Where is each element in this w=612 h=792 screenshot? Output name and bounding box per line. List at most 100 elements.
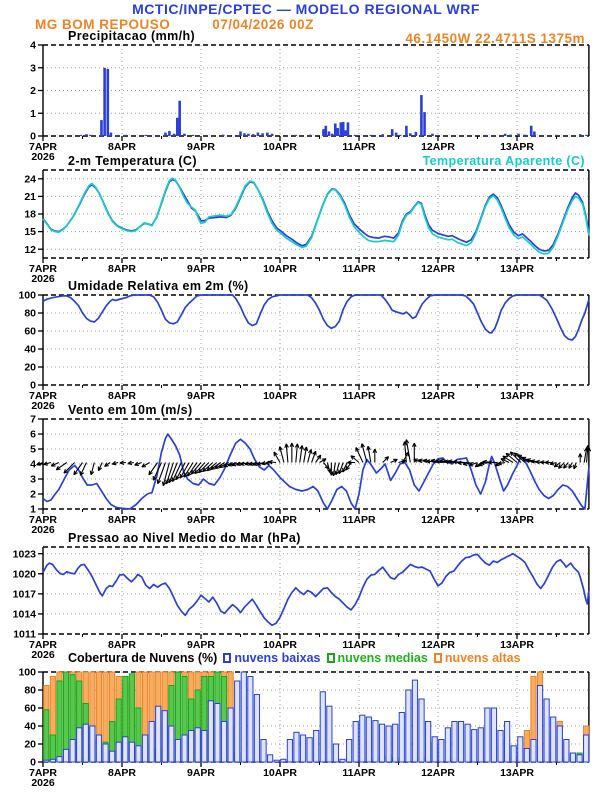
precip-bar bbox=[251, 134, 255, 136]
y-tick-label: 100 bbox=[18, 290, 36, 302]
precip-bar bbox=[409, 133, 412, 136]
x-tick-label: 9APR bbox=[187, 141, 215, 153]
precip-chart: 0 1 2 3 4 7APR 8APR 9APR 10APR 11APR 12APR 13APR 202… bbox=[29, 40, 590, 163]
y-tick-label: 4 bbox=[30, 459, 36, 471]
x-tick-label: 13APR bbox=[500, 263, 534, 275]
wind-arrow-shaft bbox=[187, 462, 198, 477]
cloud-bar bbox=[89, 725, 96, 763]
pres-line-0 bbox=[42, 552, 590, 627]
cloud-bar bbox=[227, 707, 234, 763]
precip-bar bbox=[239, 131, 242, 136]
wind-arrow-head bbox=[80, 472, 84, 476]
y-tick-label: 3 bbox=[30, 474, 36, 486]
legend-label-baixas: nuvens baixas bbox=[234, 651, 321, 665]
wind-arrow-head bbox=[183, 474, 188, 478]
cloud-bar bbox=[569, 752, 577, 763]
wind-arrow-head bbox=[430, 459, 435, 464]
wind-arrow-shaft bbox=[342, 462, 348, 473]
cloud-bar bbox=[102, 743, 109, 763]
cloud-bar bbox=[122, 736, 129, 763]
precip-bar bbox=[270, 133, 274, 136]
cloud-bar bbox=[530, 739, 537, 763]
humidity-title: Umidade Relativa em 2m (%) bbox=[68, 279, 249, 293]
x-tick-label: 8APR bbox=[108, 390, 136, 402]
cloud-bar bbox=[352, 721, 359, 763]
cloud-bar bbox=[444, 727, 451, 763]
wind-arrow-head bbox=[162, 482, 167, 487]
wind-arrow-head bbox=[308, 449, 312, 454]
wind-arrow-shaft bbox=[405, 439, 411, 463]
precip-bar bbox=[341, 121, 345, 136]
wind-arrow-head bbox=[586, 447, 590, 452]
cloud-bar bbox=[563, 739, 570, 763]
precip-bar bbox=[89, 134, 92, 136]
x-tick-label: 9APR bbox=[187, 639, 215, 651]
pressure-title: Pressao ao Nivel Medio do Mar (hPa) bbox=[68, 531, 301, 545]
run-datetime: 07/04/2026 00Z bbox=[212, 17, 314, 32]
cloud-bar bbox=[313, 730, 320, 763]
wind-arrow-shaft bbox=[219, 462, 229, 468]
y-tick-label: 20 bbox=[24, 362, 36, 374]
x-tick-label: 7APR bbox=[29, 514, 57, 526]
wind-speed-line bbox=[42, 433, 590, 510]
wind-arrow-head bbox=[554, 465, 559, 468]
precip-bar bbox=[79, 134, 83, 136]
wind-arrow-shaft bbox=[299, 445, 303, 463]
x-tick-label: 9APR bbox=[187, 514, 215, 526]
wind-arrow-head bbox=[526, 458, 531, 463]
precip-bar bbox=[247, 133, 250, 136]
cloud-bar bbox=[471, 729, 478, 763]
precip-bar bbox=[168, 130, 171, 136]
y-tick-label: 100 bbox=[18, 667, 36, 679]
x-tick-label: 10APR bbox=[263, 514, 297, 526]
x-tick-label: 11APR bbox=[342, 390, 376, 402]
wind-arrow-shaft bbox=[273, 451, 281, 463]
y-tick-label: 24 bbox=[24, 173, 36, 185]
cloud-bar bbox=[523, 748, 530, 763]
x-tick-label: 11APR bbox=[342, 263, 376, 275]
wind-arrow-shaft bbox=[97, 462, 103, 471]
cloud-bar bbox=[517, 736, 524, 763]
x-tick-label: 9APR bbox=[187, 390, 215, 402]
x-tick-label: 8APR bbox=[108, 514, 136, 526]
cloud-bar bbox=[536, 685, 544, 763]
y-tick-label: 15 bbox=[24, 226, 36, 238]
cloud-bar bbox=[398, 712, 405, 763]
wind-arrow-head bbox=[480, 462, 485, 466]
wind-arrow-shaft bbox=[165, 462, 174, 485]
x-tick-label: 8APR bbox=[108, 639, 136, 651]
y-tick-label: 12 bbox=[24, 244, 36, 256]
precip-bar bbox=[555, 134, 558, 136]
cloud-bar bbox=[359, 714, 366, 763]
wind-arrow-head bbox=[412, 442, 415, 448]
temp-line-1 bbox=[42, 177, 590, 255]
wind-arrow-head bbox=[215, 467, 220, 470]
wind-arrow-shaft bbox=[404, 441, 407, 463]
wind-arrow-shaft bbox=[183, 462, 194, 478]
wind-arrow-shaft bbox=[210, 462, 222, 470]
cloud-bar bbox=[346, 739, 353, 763]
wind-arrow-head bbox=[563, 465, 568, 469]
y-tick-label: 0 bbox=[30, 380, 36, 392]
x-tick-label: 10APR bbox=[263, 390, 297, 402]
wind-arrow-head bbox=[90, 471, 95, 476]
y-tick-label: 18 bbox=[24, 209, 36, 221]
wind-arrow-head bbox=[509, 451, 513, 457]
x-tick-label: 8APR bbox=[108, 767, 136, 779]
wind-arrow-head bbox=[303, 446, 307, 451]
wind-arrow-shaft bbox=[90, 462, 95, 475]
precip-bar bbox=[353, 134, 357, 136]
precip-bars bbox=[79, 67, 588, 136]
y-tick-label: 0 bbox=[30, 131, 36, 143]
cloud-bar bbox=[194, 727, 201, 763]
precip-bar bbox=[243, 133, 246, 136]
cloud-bar bbox=[49, 734, 56, 763]
wind-arrow-head bbox=[43, 463, 48, 466]
wind-arrow-head bbox=[444, 460, 449, 464]
precip-bar bbox=[578, 134, 582, 136]
wind-arrow-head bbox=[299, 445, 303, 450]
cloud-bars-low bbox=[43, 671, 590, 763]
wind-arrow-head bbox=[463, 463, 468, 466]
wind-arrow-head bbox=[384, 456, 389, 459]
